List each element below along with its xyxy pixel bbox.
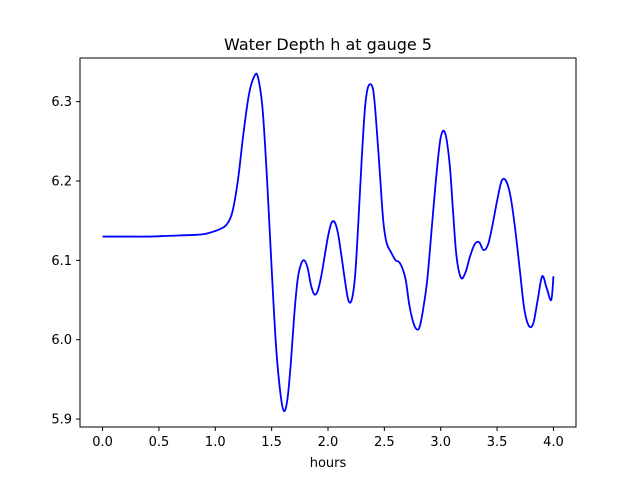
plot-area: [102, 72, 555, 413]
x-tick-label: 0.5: [149, 435, 170, 450]
y-tick-label: 6.3: [51, 95, 72, 110]
y-axis: 5.9 6.0 6.1 6.2 6.3: [51, 95, 80, 428]
x-tick-label: 2.0: [318, 435, 339, 450]
y-tick-label: 6.1: [51, 254, 72, 269]
chart-title: Water Depth h at gauge 5: [224, 35, 432, 54]
x-tick-label: 1.0: [205, 435, 226, 450]
x-axis-label: hours: [310, 456, 347, 471]
axes-frame: [79, 57, 577, 428]
x-tick-label: 3.0: [430, 435, 451, 450]
y-tick-label: 6.0: [51, 333, 72, 348]
x-tick-label: 1.5: [261, 435, 282, 450]
x-tick-label: 2.5: [374, 435, 395, 450]
y-tick-label: 6.2: [51, 175, 72, 190]
x-axis: 0.0 0.5 1.0 1.5 2.0 2.5 3.0 3.5 4.0: [92, 427, 564, 450]
x-tick-label: 3.5: [487, 435, 508, 450]
y-tick-label: 5.9: [51, 413, 72, 428]
x-tick-label: 0.0: [92, 435, 113, 450]
x-tick-label: 4.0: [543, 435, 564, 450]
series-line-0: [102, 72, 555, 413]
